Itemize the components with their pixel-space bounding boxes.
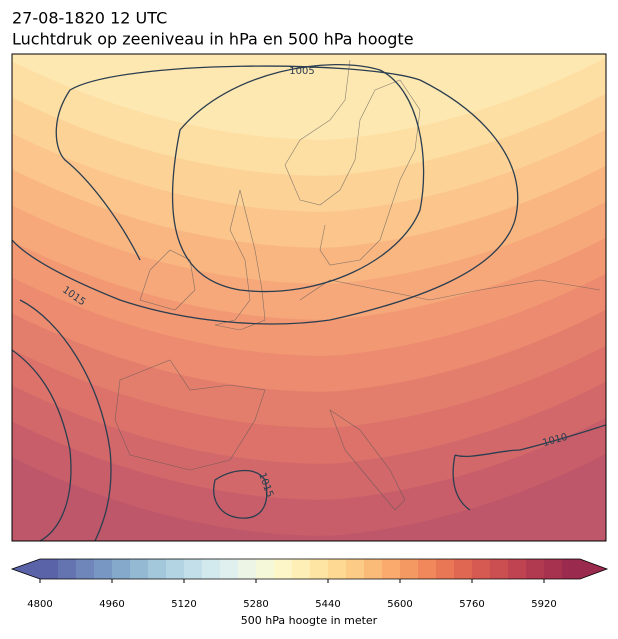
colorbar-outline — [10, 558, 609, 580]
coastlines — [114, 59, 601, 511]
colorbar-label: 500 hPa hoogte in meter — [241, 614, 378, 627]
colorbar-segment — [274, 559, 293, 579]
colorbar-segment — [364, 559, 383, 579]
colorbar-segment — [148, 559, 167, 579]
colorbar-segment — [472, 559, 491, 579]
colorbar-segment — [130, 559, 149, 579]
colorbar-tick-label: 5920 — [531, 599, 556, 610]
colorbar-segment — [184, 559, 203, 579]
colorbar-tick-label: 4800 — [27, 599, 52, 610]
colorbar-segment — [346, 559, 365, 579]
colorbar-segment — [562, 559, 581, 579]
colorbar-segment — [490, 559, 509, 579]
colorbar-extend-low — [12, 559, 40, 579]
colorbar-segment — [310, 559, 329, 579]
colorbar-segment — [220, 559, 239, 579]
map-frame — [11, 53, 607, 542]
colorbar-segment — [58, 559, 77, 579]
colorbar-segment — [40, 559, 59, 579]
isobars — [12, 63, 606, 541]
colorbar-segment — [436, 559, 455, 579]
colorbar-segment — [544, 559, 563, 579]
colorbar: 4800 4960 5120 5280 5440 5600 5760 5920 — [10, 558, 609, 610]
height-field — [12, 54, 606, 541]
colorbar-segment — [454, 559, 473, 579]
title: 27-08-1820 12 UTC — [12, 9, 167, 28]
colorbar-segment — [418, 559, 437, 579]
colorbar-tick-label: 5600 — [387, 599, 412, 610]
colorbar-tick-label: 5280 — [243, 599, 268, 610]
isobar-label: 1005 — [289, 66, 314, 77]
colorbar-extend-high — [580, 559, 607, 579]
colorbar-segment — [112, 559, 131, 579]
colorbar-segment — [382, 559, 401, 579]
colorbar-tick-label: 5120 — [171, 599, 196, 610]
subtitle: Luchtdruk op zeeniveau in hPa en 500 hPa… — [12, 30, 414, 49]
colorbar-segment — [400, 559, 419, 579]
colorbar-segment — [202, 559, 221, 579]
colorbar-tick-label: 5760 — [459, 599, 484, 610]
colorbar-segment — [166, 559, 185, 579]
colorbar-segment — [94, 559, 113, 579]
colorbar-segment — [292, 559, 311, 579]
colorbar-segment — [508, 559, 527, 579]
height-band — [12, 54, 606, 140]
colorbar-segment — [238, 559, 257, 579]
colorbar-segment — [526, 559, 545, 579]
colorbar-tick-label: 5440 — [315, 599, 340, 610]
colorbar-tick-label: 4960 — [99, 599, 124, 610]
colorbar-segment — [256, 559, 275, 579]
colorbar-segment — [328, 559, 347, 579]
colorbar-segment — [76, 559, 95, 579]
